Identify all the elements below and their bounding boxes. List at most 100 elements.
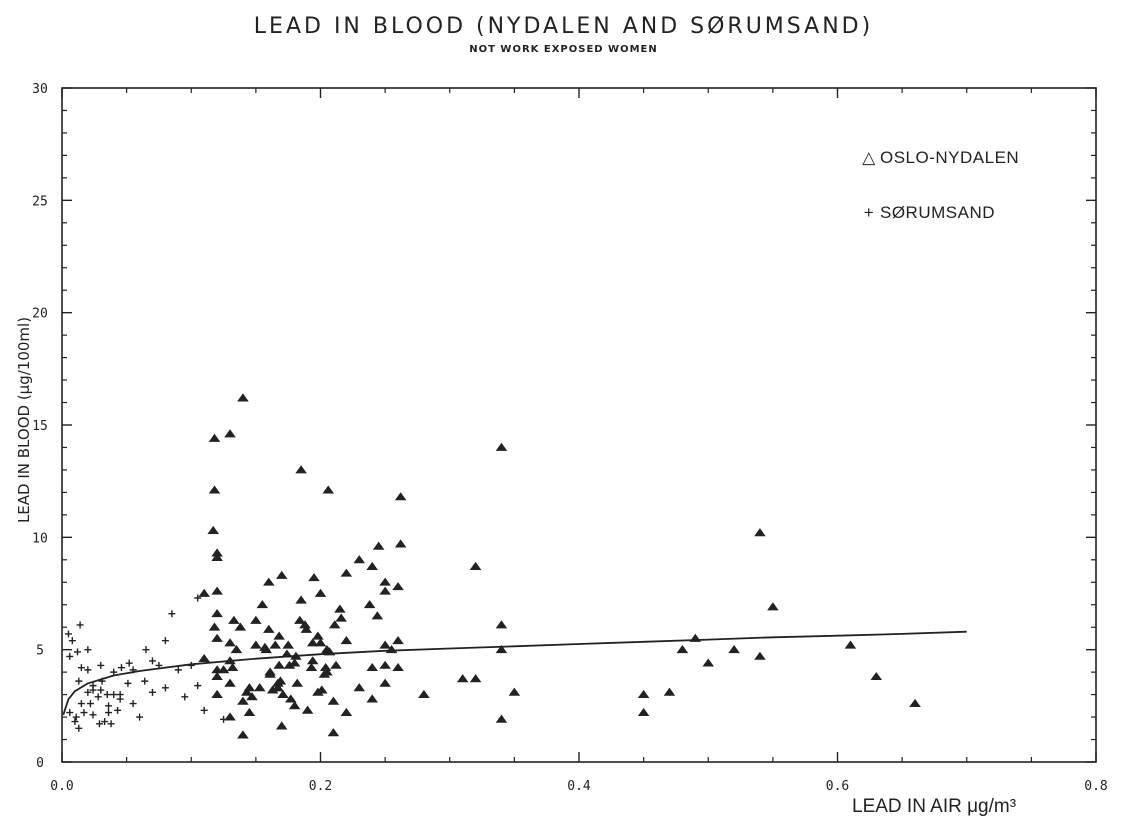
oslo-nydalen-point	[335, 613, 347, 622]
oslo-nydalen-point	[676, 644, 689, 654]
oslo-nydalen-point	[275, 721, 288, 730]
oslo-nydalen-point	[495, 620, 508, 629]
oslo-nydalen-point	[211, 689, 223, 698]
y-tick-label: 30	[32, 82, 48, 97]
oslo-nydalen-point	[321, 667, 333, 676]
oslo-nydalen-point	[288, 658, 301, 667]
sorumsand-point	[74, 648, 82, 656]
oslo-nydalen-point	[754, 528, 766, 537]
oslo-nydalen-point	[241, 687, 253, 696]
oslo-nydalen-point	[281, 649, 293, 658]
oslo-nydalen-point	[198, 588, 210, 597]
sorumsand-point	[194, 682, 202, 690]
sorumsand-point	[161, 637, 169, 645]
sorumsand-point	[66, 709, 74, 717]
oslo-nydalen-point	[379, 640, 391, 649]
oslo-nydalen-point	[366, 561, 378, 570]
oslo-nydalen-point	[728, 644, 740, 654]
oslo-nydalen-point	[211, 671, 223, 681]
oslo-nydalen-point	[224, 712, 236, 721]
sorumsand-point	[84, 688, 92, 696]
oslo-nydalen-point	[469, 674, 482, 683]
x-tick-label: 0.4	[567, 779, 591, 794]
oslo-nydalen-point	[323, 647, 336, 656]
oslo-nydalen-point	[224, 638, 236, 647]
oslo-nydalen-point	[327, 696, 340, 705]
oslo-nydalen-point	[702, 658, 715, 667]
sorumsand-point	[107, 720, 115, 728]
sorumsand-point	[98, 677, 106, 685]
y-axis-label: LEAD IN BLOOD (μg/100ml)	[15, 316, 33, 524]
oslo-nydalen-point	[250, 640, 262, 649]
oslo-nydalen-point	[211, 586, 223, 595]
sorumsand-point	[114, 706, 122, 714]
sorumsand-point	[97, 661, 105, 669]
oslo-nydalen-point	[259, 642, 271, 651]
sorumsand-point	[105, 709, 113, 717]
oslo-nydalen-point	[392, 582, 404, 591]
oslo-nydalen-point	[495, 644, 508, 654]
legend-triangle-symbol: △	[862, 148, 876, 167]
oslo-nydalen-point	[495, 714, 508, 723]
oslo-nydalen-point	[870, 671, 883, 681]
oslo-nydalen-point	[284, 694, 297, 703]
oslo-nydalen-point	[319, 662, 332, 672]
plot-frame	[61, 87, 1097, 763]
y-tick-label: 25	[32, 194, 48, 209]
oslo-nydalen-point	[379, 586, 391, 595]
oslo-nydalen-point	[689, 633, 702, 642]
x-tick-label: 0.0	[50, 779, 73, 794]
oslo-nydalen-point	[372, 541, 385, 550]
oslo-nydalen-point	[322, 485, 335, 494]
oslo-nydalen-point	[314, 588, 327, 597]
oslo-nydalen-point	[264, 667, 276, 676]
oslo-nydalen-point	[290, 651, 302, 660]
oslo-nydalen-point	[208, 622, 221, 631]
oslo-nydalen-point	[272, 683, 284, 692]
oslo-nydalen-point	[283, 660, 296, 669]
oslo-nydalen-point	[300, 624, 313, 633]
oslo-nydalen-point	[340, 707, 353, 716]
oslo-nydalen-point	[312, 631, 324, 640]
oslo-nydalen-point	[371, 611, 384, 620]
oslo-nydalen-point	[637, 689, 650, 698]
x-tick-label: 0.6	[826, 779, 849, 794]
sorumsand-point	[89, 711, 97, 719]
oslo-nydalen-point	[211, 633, 223, 642]
oslo-nydalen-point	[217, 665, 230, 674]
oslo-nydalen-point	[308, 573, 320, 582]
sorumsand-point	[141, 677, 149, 685]
oslo-nydalen-point	[663, 687, 676, 696]
sorumsand-point	[77, 664, 85, 672]
oslo-nydalen-point	[379, 577, 391, 586]
oslo-nydalen-point	[230, 644, 243, 654]
oslo-nydalen-point	[392, 662, 404, 672]
fit-curve	[62, 630, 967, 716]
oslo-nydalen-point	[256, 600, 269, 609]
oslo-nydalen-point	[637, 707, 650, 716]
y-tick-label: 0	[36, 756, 44, 771]
sorumsand-point	[161, 684, 169, 692]
oslo-nydalen-point	[340, 635, 353, 645]
oslo-nydalen-point	[273, 631, 285, 640]
sorumsand-point	[89, 682, 97, 690]
oslo-nydalen-point	[273, 660, 285, 669]
oslo-nydalen-point	[226, 662, 239, 672]
sorumsand-point	[148, 688, 156, 696]
oslo-nydalen-point	[299, 620, 311, 629]
sorumsand-point	[174, 666, 182, 674]
sorumsand-point	[220, 715, 228, 723]
sorumsand-point	[94, 693, 102, 701]
oslo-nydalen-point	[224, 429, 236, 438]
legend-item-oslo-nydalen: △ OSLO-NYDALEN	[860, 148, 1019, 168]
oslo-nydalen-point	[306, 656, 319, 665]
legend-label-sorumsand: SØRUMSAND	[880, 203, 996, 222]
oslo-nydalen-point	[211, 609, 223, 618]
sorumsand-point	[75, 677, 83, 685]
sorumsand-point	[80, 709, 88, 717]
x-tick-label: 0.2	[309, 779, 332, 794]
oslo-nydalen-point	[328, 620, 341, 629]
sorumsand-point	[129, 666, 137, 674]
oslo-nydalen-point	[363, 600, 376, 609]
